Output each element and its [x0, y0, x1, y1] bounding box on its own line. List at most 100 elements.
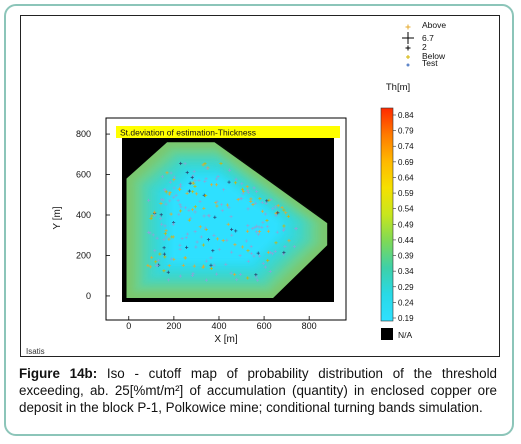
point-marker	[227, 205, 231, 210]
caption-text: Iso - cutoff map of probability distribu…	[19, 366, 497, 415]
point-marker	[212, 233, 216, 237]
point-marker	[229, 250, 234, 254]
colorbar-title: Th[m]	[386, 82, 410, 93]
title-band	[116, 126, 340, 138]
point-marker	[172, 195, 176, 199]
point-marker	[275, 230, 279, 234]
point-marker	[163, 224, 167, 228]
point-marker	[269, 197, 273, 201]
point-marker	[240, 182, 244, 186]
point-marker	[263, 212, 268, 216]
point-marker	[193, 184, 197, 188]
point-marker	[183, 256, 187, 260]
point-marker	[246, 190, 250, 194]
point-marker	[170, 235, 174, 239]
point-marker	[276, 211, 280, 215]
point-marker	[162, 269, 166, 273]
point-marker	[282, 227, 286, 231]
point-marker	[165, 171, 169, 175]
point-marker	[204, 177, 208, 181]
point-marker	[252, 186, 256, 190]
point-marker	[209, 263, 213, 267]
point-marker	[222, 188, 226, 192]
point-marker	[164, 202, 168, 206]
point-marker	[236, 198, 240, 202]
point-marker	[146, 263, 150, 268]
point-marker	[251, 203, 255, 207]
point-marker	[204, 278, 209, 282]
point-marker	[188, 181, 192, 185]
point-marker	[254, 273, 258, 277]
colorbar	[380, 107, 394, 322]
point-marker	[294, 227, 298, 231]
point-marker	[201, 243, 205, 247]
point-marker	[270, 252, 275, 256]
colorbar-tick-label: 0.79	[398, 127, 414, 136]
point-marker	[254, 230, 259, 234]
x-axis-ticks: 0 200 400 600 800	[126, 316, 317, 331]
point-marker	[204, 194, 208, 198]
colorbar-tick-label: 0.24	[398, 298, 414, 307]
point-marker	[163, 255, 167, 259]
point-marker	[156, 258, 160, 263]
point-marker	[241, 192, 245, 196]
point-marker	[169, 212, 173, 216]
point-marker	[162, 237, 166, 242]
point-marker	[166, 270, 170, 274]
point-marker	[178, 187, 182, 192]
point-marker	[256, 251, 260, 255]
point-marker	[190, 207, 195, 212]
point-marker	[252, 254, 256, 258]
x-tick-label: 400	[211, 321, 226, 331]
colorbar-tick-label: 0.19	[398, 314, 414, 323]
point-marker	[224, 262, 228, 266]
point-marker	[229, 271, 233, 275]
point-marker	[257, 230, 262, 234]
point-marker	[190, 273, 195, 278]
point-marker	[268, 251, 273, 255]
point-marker	[257, 254, 262, 258]
point-marker	[265, 218, 269, 223]
point-marker	[202, 206, 206, 210]
point-marker	[153, 213, 157, 218]
point-marker	[233, 181, 238, 185]
point-marker	[159, 216, 163, 220]
colorbar-tick-label: 0.84	[398, 111, 414, 120]
point-marker	[260, 200, 264, 205]
point-marker	[147, 198, 151, 203]
point-marker	[207, 214, 212, 218]
point-marker	[202, 214, 206, 218]
legend-label: 2	[422, 42, 427, 52]
colorbar-tick-label: 0.54	[398, 205, 414, 214]
point-marker	[148, 231, 152, 235]
x-tick-label: 600	[257, 321, 272, 331]
x-axis-label: X [m]	[214, 334, 238, 345]
point-marker	[193, 210, 197, 214]
chart-title: St.deviation of estimation-Thickness	[120, 128, 256, 138]
colorbar-tick-label: 0.29	[398, 283, 414, 292]
software-label: Isatis	[26, 347, 45, 356]
legend-label: Below	[422, 51, 446, 61]
point-marker	[153, 249, 157, 253]
point-marker	[209, 266, 213, 271]
point-marker	[201, 163, 205, 167]
point-marker	[267, 198, 271, 202]
point-marker	[164, 190, 168, 194]
point-marker	[179, 184, 183, 189]
point-marker	[191, 174, 195, 178]
point-marker	[227, 168, 232, 172]
point-marker	[246, 224, 250, 228]
point-marker	[191, 271, 195, 276]
point-marker	[166, 278, 170, 282]
point-marker	[178, 247, 182, 251]
point-marker	[193, 179, 197, 183]
point-marker	[212, 263, 216, 267]
point-marker	[201, 265, 205, 270]
point-marker	[235, 278, 239, 282]
colorbar-tick-label: 0.49	[398, 220, 414, 229]
point-marker	[229, 215, 233, 219]
point-marker	[191, 190, 195, 194]
point-marker	[256, 278, 260, 282]
colorbar-tick-label: 0.44	[398, 236, 414, 245]
point-marker	[187, 189, 191, 193]
